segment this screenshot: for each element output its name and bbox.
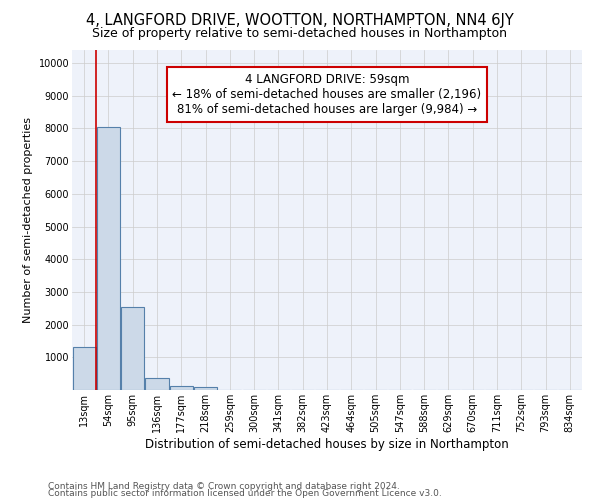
Text: Size of property relative to semi-detached houses in Northampton: Size of property relative to semi-detach… xyxy=(92,28,508,40)
Bar xyxy=(194,386,217,390)
Text: Contains HM Land Registry data © Crown copyright and database right 2024.: Contains HM Land Registry data © Crown c… xyxy=(48,482,400,491)
Bar xyxy=(97,127,120,390)
Bar xyxy=(145,378,169,390)
Text: Contains public sector information licensed under the Open Government Licence v3: Contains public sector information licen… xyxy=(48,489,442,498)
Text: 4, LANGFORD DRIVE, WOOTTON, NORTHAMPTON, NN4 6JY: 4, LANGFORD DRIVE, WOOTTON, NORTHAMPTON,… xyxy=(86,12,514,28)
Bar xyxy=(73,347,95,390)
Text: 4 LANGFORD DRIVE: 59sqm
← 18% of semi-detached houses are smaller (2,196)
81% of: 4 LANGFORD DRIVE: 59sqm ← 18% of semi-de… xyxy=(172,73,482,116)
Bar xyxy=(121,306,144,390)
X-axis label: Distribution of semi-detached houses by size in Northampton: Distribution of semi-detached houses by … xyxy=(145,438,509,451)
Bar xyxy=(170,386,193,390)
Y-axis label: Number of semi-detached properties: Number of semi-detached properties xyxy=(23,117,33,323)
